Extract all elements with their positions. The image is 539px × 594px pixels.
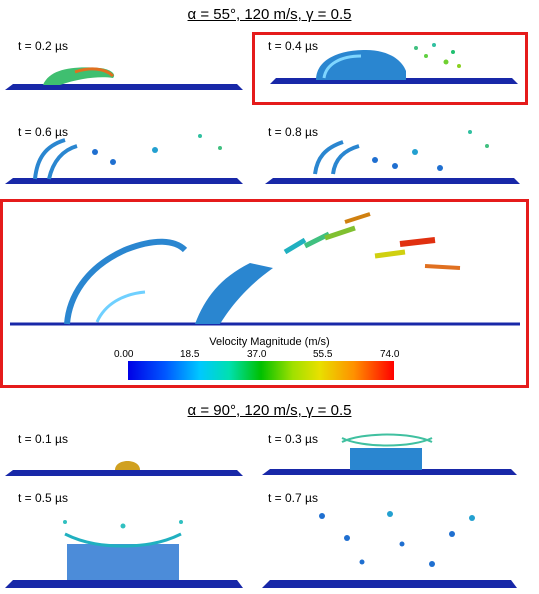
highlight-box-t04	[252, 32, 528, 105]
sim-panel-t08	[265, 130, 520, 184]
colorbar-tick-1: 18.5	[180, 349, 200, 360]
heading-90deg: α = 90°, 120 m/s, γ = 0.5	[187, 402, 352, 419]
panel-label-t01: t = 0.1 µs	[18, 432, 68, 446]
sim-panel-t07	[262, 511, 517, 588]
heading-55deg: α = 55°, 120 m/s, γ = 0.5	[187, 6, 352, 23]
highlight-box-zoom	[0, 199, 529, 388]
panel-label-t05: t = 0.5 µs	[18, 491, 68, 505]
sim-panel-t01	[5, 461, 243, 476]
panel-label-t07: t = 0.7 µs	[268, 491, 318, 505]
sim-panel-zoom	[10, 212, 520, 326]
panel-label-t04: t = 0.4 µs	[268, 39, 318, 53]
panel-label-t03: t = 0.3 µs	[268, 432, 318, 446]
colorbar-tick-3: 55.5	[313, 349, 333, 360]
velocity-colorbar	[128, 361, 394, 380]
panel-label-t06: t = 0.6 µs	[18, 125, 68, 139]
sim-panel-t03	[262, 433, 517, 475]
colorbar-tick-4: 74.0	[380, 349, 400, 360]
sim-panel-t06	[5, 134, 243, 184]
panel-label-t02: t = 0.2 µs	[18, 39, 68, 53]
colorbar-title: Velocity Magnitude (m/s)	[209, 336, 330, 348]
sim-panel-t02	[5, 67, 243, 90]
colorbar-tick-2: 37.0	[247, 349, 267, 360]
colorbar-tick-0: 0.00	[114, 349, 134, 360]
sim-panel-t04	[270, 43, 518, 84]
panel-label-t08: t = 0.8 µs	[268, 125, 318, 139]
sim-panel-t05	[5, 520, 243, 588]
